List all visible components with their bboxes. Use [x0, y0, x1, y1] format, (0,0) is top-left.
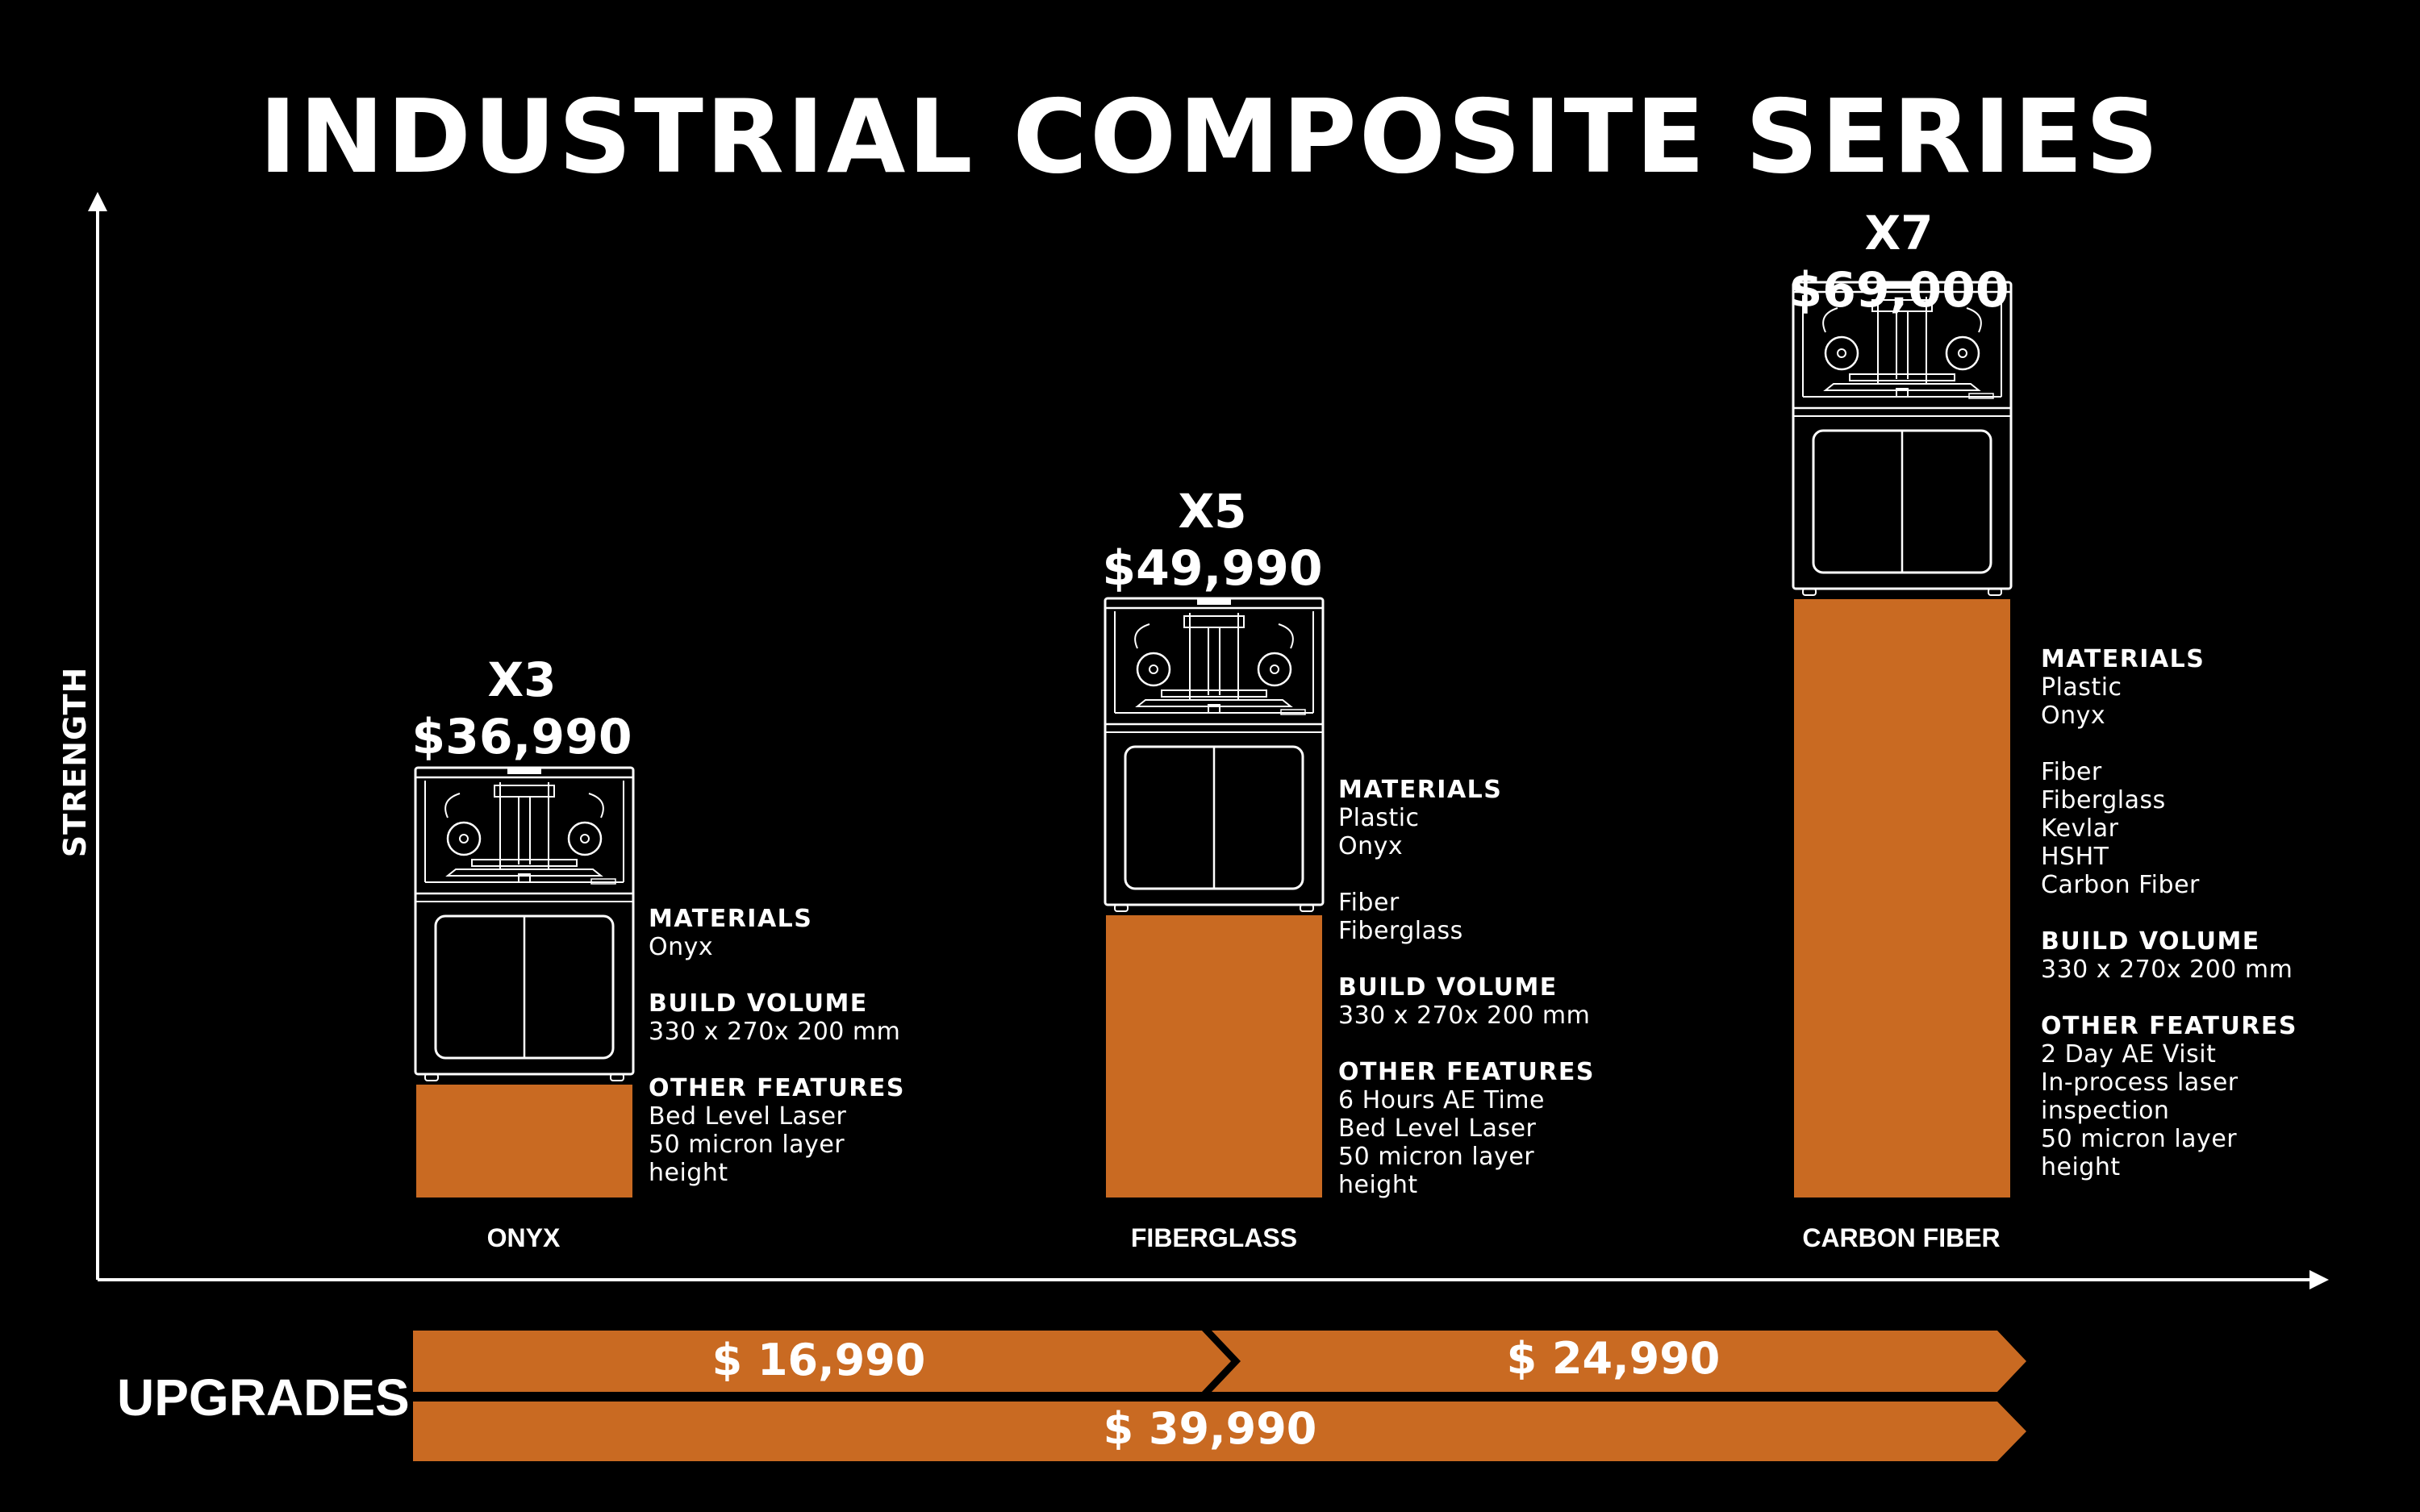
info-heading: MATERIALS [2041, 645, 2205, 673]
info-panel-x3: MATERIALS Onyx BUILD VOLUME 330 x 270x 2… [649, 905, 905, 1215]
info-line: Fiber [1338, 889, 1400, 917]
upgrade-arrow-x3-x7 [413, 1402, 2026, 1461]
upgrade-price-x5-x7: $ 24,990 [1506, 1333, 1721, 1384]
info-line: 330 x 270x 200 mm [1338, 1002, 1591, 1030]
info-heading: BUILD VOLUME [2041, 927, 2260, 956]
info-line: 50 micron layer [649, 1131, 845, 1159]
info-line: Fiberglass [2041, 786, 2166, 814]
info-line: Fiber [2041, 758, 2102, 786]
info-line: inspection [2041, 1097, 2170, 1125]
info-line: 2 Day AE Visit [2041, 1040, 2217, 1068]
x-tick-label: FIBERGLASS [1130, 1223, 1298, 1252]
bar-onyx [416, 1085, 632, 1198]
printer-icon [1104, 597, 1325, 913]
info-heading: BUILD VOLUME [1338, 973, 1558, 1002]
model-label-x5: X5 $49,990 [1043, 483, 1382, 598]
x-tick-label: ONYX [486, 1223, 561, 1252]
info-line: Carbon Fiber [2041, 871, 2200, 899]
bar-series [416, 599, 2010, 1198]
upgrade-arrow-x3-x5 [413, 1331, 1231, 1392]
model-price: $69,000 [1788, 262, 2009, 319]
bar-carbon-fiber [1794, 599, 2010, 1198]
info-line: Kevlar [2041, 814, 2119, 843]
upgrade-price-x3-x7: $ 39,990 [1103, 1403, 1317, 1454]
info-heading: MATERIALS [649, 905, 813, 933]
info-line: 50 micron layer [1338, 1143, 1535, 1171]
info-line: height [2041, 1153, 2121, 1181]
info-line: Onyx [2041, 702, 2106, 730]
model-label-x7: X7 $69,000 [1729, 205, 2068, 319]
model-price: $36,990 [411, 709, 632, 765]
x-tick-label: CARBON FIBER [1802, 1223, 2001, 1252]
info-heading: OTHER FEATURES [649, 1074, 906, 1102]
model-label-x3: X3 $36,990 [353, 652, 691, 766]
info-heading: OTHER FEATURES [1338, 1058, 1596, 1086]
info-line: 330 x 270x 200 mm [649, 1018, 901, 1046]
info-heading: OTHER FEATURES [2041, 1012, 2298, 1040]
printer-icon [1792, 281, 2013, 597]
info-line: 6 Hours AE Time [1338, 1086, 1545, 1114]
bar-fiberglass [1106, 915, 1322, 1198]
info-panel-x7: MATERIALS Plastic Onyx Fiber Fiberglass … [2041, 645, 2297, 1210]
info-line: 50 micron layer [2041, 1125, 2238, 1153]
info-line: height [649, 1159, 728, 1187]
info-line: 330 x 270x 200 mm [2041, 956, 2293, 984]
info-line: In-process laser [2041, 1068, 2238, 1097]
upgrades-label: UPGRADES [117, 1368, 410, 1427]
info-heading: BUILD VOLUME [649, 989, 868, 1018]
model-name: X7 [1864, 206, 1934, 260]
upgrade-arrows [413, 1331, 2026, 1461]
info-line: Plastic [1338, 804, 1420, 832]
upgrade-price-x3-x5: $ 16,990 [711, 1335, 926, 1385]
info-line: Bed Level Laser [1338, 1114, 1537, 1143]
info-line: Onyx [1338, 832, 1404, 860]
info-line: Fiberglass [1338, 917, 1463, 945]
info-line: Onyx [649, 933, 714, 961]
info-panel-x5: MATERIALS Plastic Onyx Fiber Fiberglass … [1338, 776, 1595, 1227]
model-price: $49,990 [1102, 540, 1323, 597]
info-line: height [1338, 1171, 1418, 1199]
info-line: Bed Level Laser [649, 1102, 847, 1131]
y-axis-label: STRENGTH [57, 666, 93, 858]
model-name: X3 [487, 652, 557, 707]
info-heading: MATERIALS [1338, 776, 1503, 804]
info-line: HSHT [2041, 843, 2109, 871]
printer-icon [414, 766, 635, 1082]
upgrade-arrow-x5-x7 [1212, 1331, 2026, 1392]
page-title: INDUSTRIAL COMPOSITE SERIES [259, 77, 2161, 196]
model-name: X5 [1178, 484, 1247, 539]
info-line: Plastic [2041, 673, 2122, 702]
